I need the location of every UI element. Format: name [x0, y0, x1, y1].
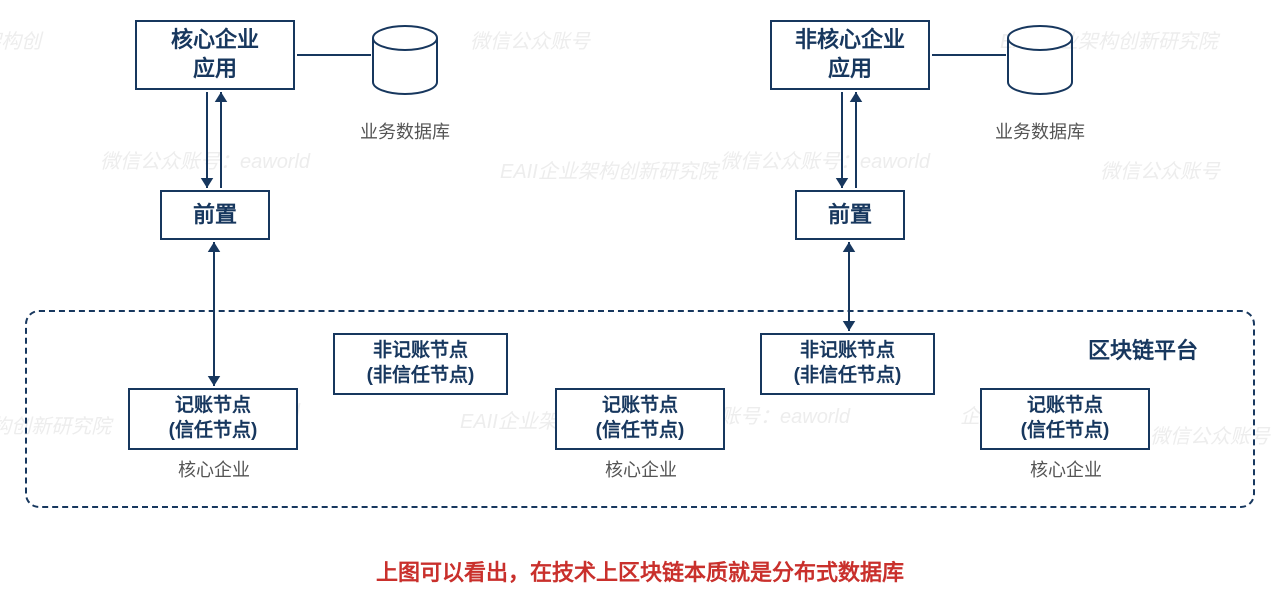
platform-label: 区块链平台 — [1088, 333, 1198, 365]
accounting-node-right-box: 记账节点 (信任节点) — [980, 388, 1150, 450]
box-label: 前置 — [193, 201, 237, 230]
accounting-node-mid-box: 记账节点 (信任节点) — [555, 388, 725, 450]
front-left-box: 前置 — [160, 190, 270, 240]
accounting-node-left-box: 记账节点 (信任节点) — [128, 388, 298, 450]
core-label-2: 核心企业 — [605, 456, 677, 482]
nonaccounting-node-right-box: 非记账节点 (非信任节点) — [760, 333, 935, 395]
db-label-right: 业务数据库 — [995, 118, 1085, 144]
box-label: 非核心企业 应用 — [795, 26, 905, 83]
front-right-box: 前置 — [795, 190, 905, 240]
box-label: 记账节点 (信任节点) — [169, 394, 258, 443]
box-label: 非记账节点 (非信任节点) — [367, 339, 475, 388]
noncore-enterprise-app-box: 非核心企业 应用 — [770, 20, 930, 90]
nonaccounting-node-left-box: 非记账节点 (非信任节点) — [333, 333, 508, 395]
core-label-3: 核心企业 — [1030, 456, 1102, 482]
box-label: 前置 — [828, 201, 872, 230]
core-enterprise-app-box: 核心企业 应用 — [135, 20, 295, 90]
box-label: 记账节点 (信任节点) — [596, 394, 685, 443]
bottom-caption: 上图可以看出，在技术上区块链本质就是分布式数据库 — [0, 555, 1280, 587]
db-label-left: 业务数据库 — [360, 118, 450, 144]
box-label: 核心企业 应用 — [171, 26, 259, 83]
box-label: 记账节点 (信任节点) — [1021, 394, 1110, 443]
box-label: 非记账节点 (非信任节点) — [794, 339, 902, 388]
core-label-1: 核心企业 — [178, 456, 250, 482]
